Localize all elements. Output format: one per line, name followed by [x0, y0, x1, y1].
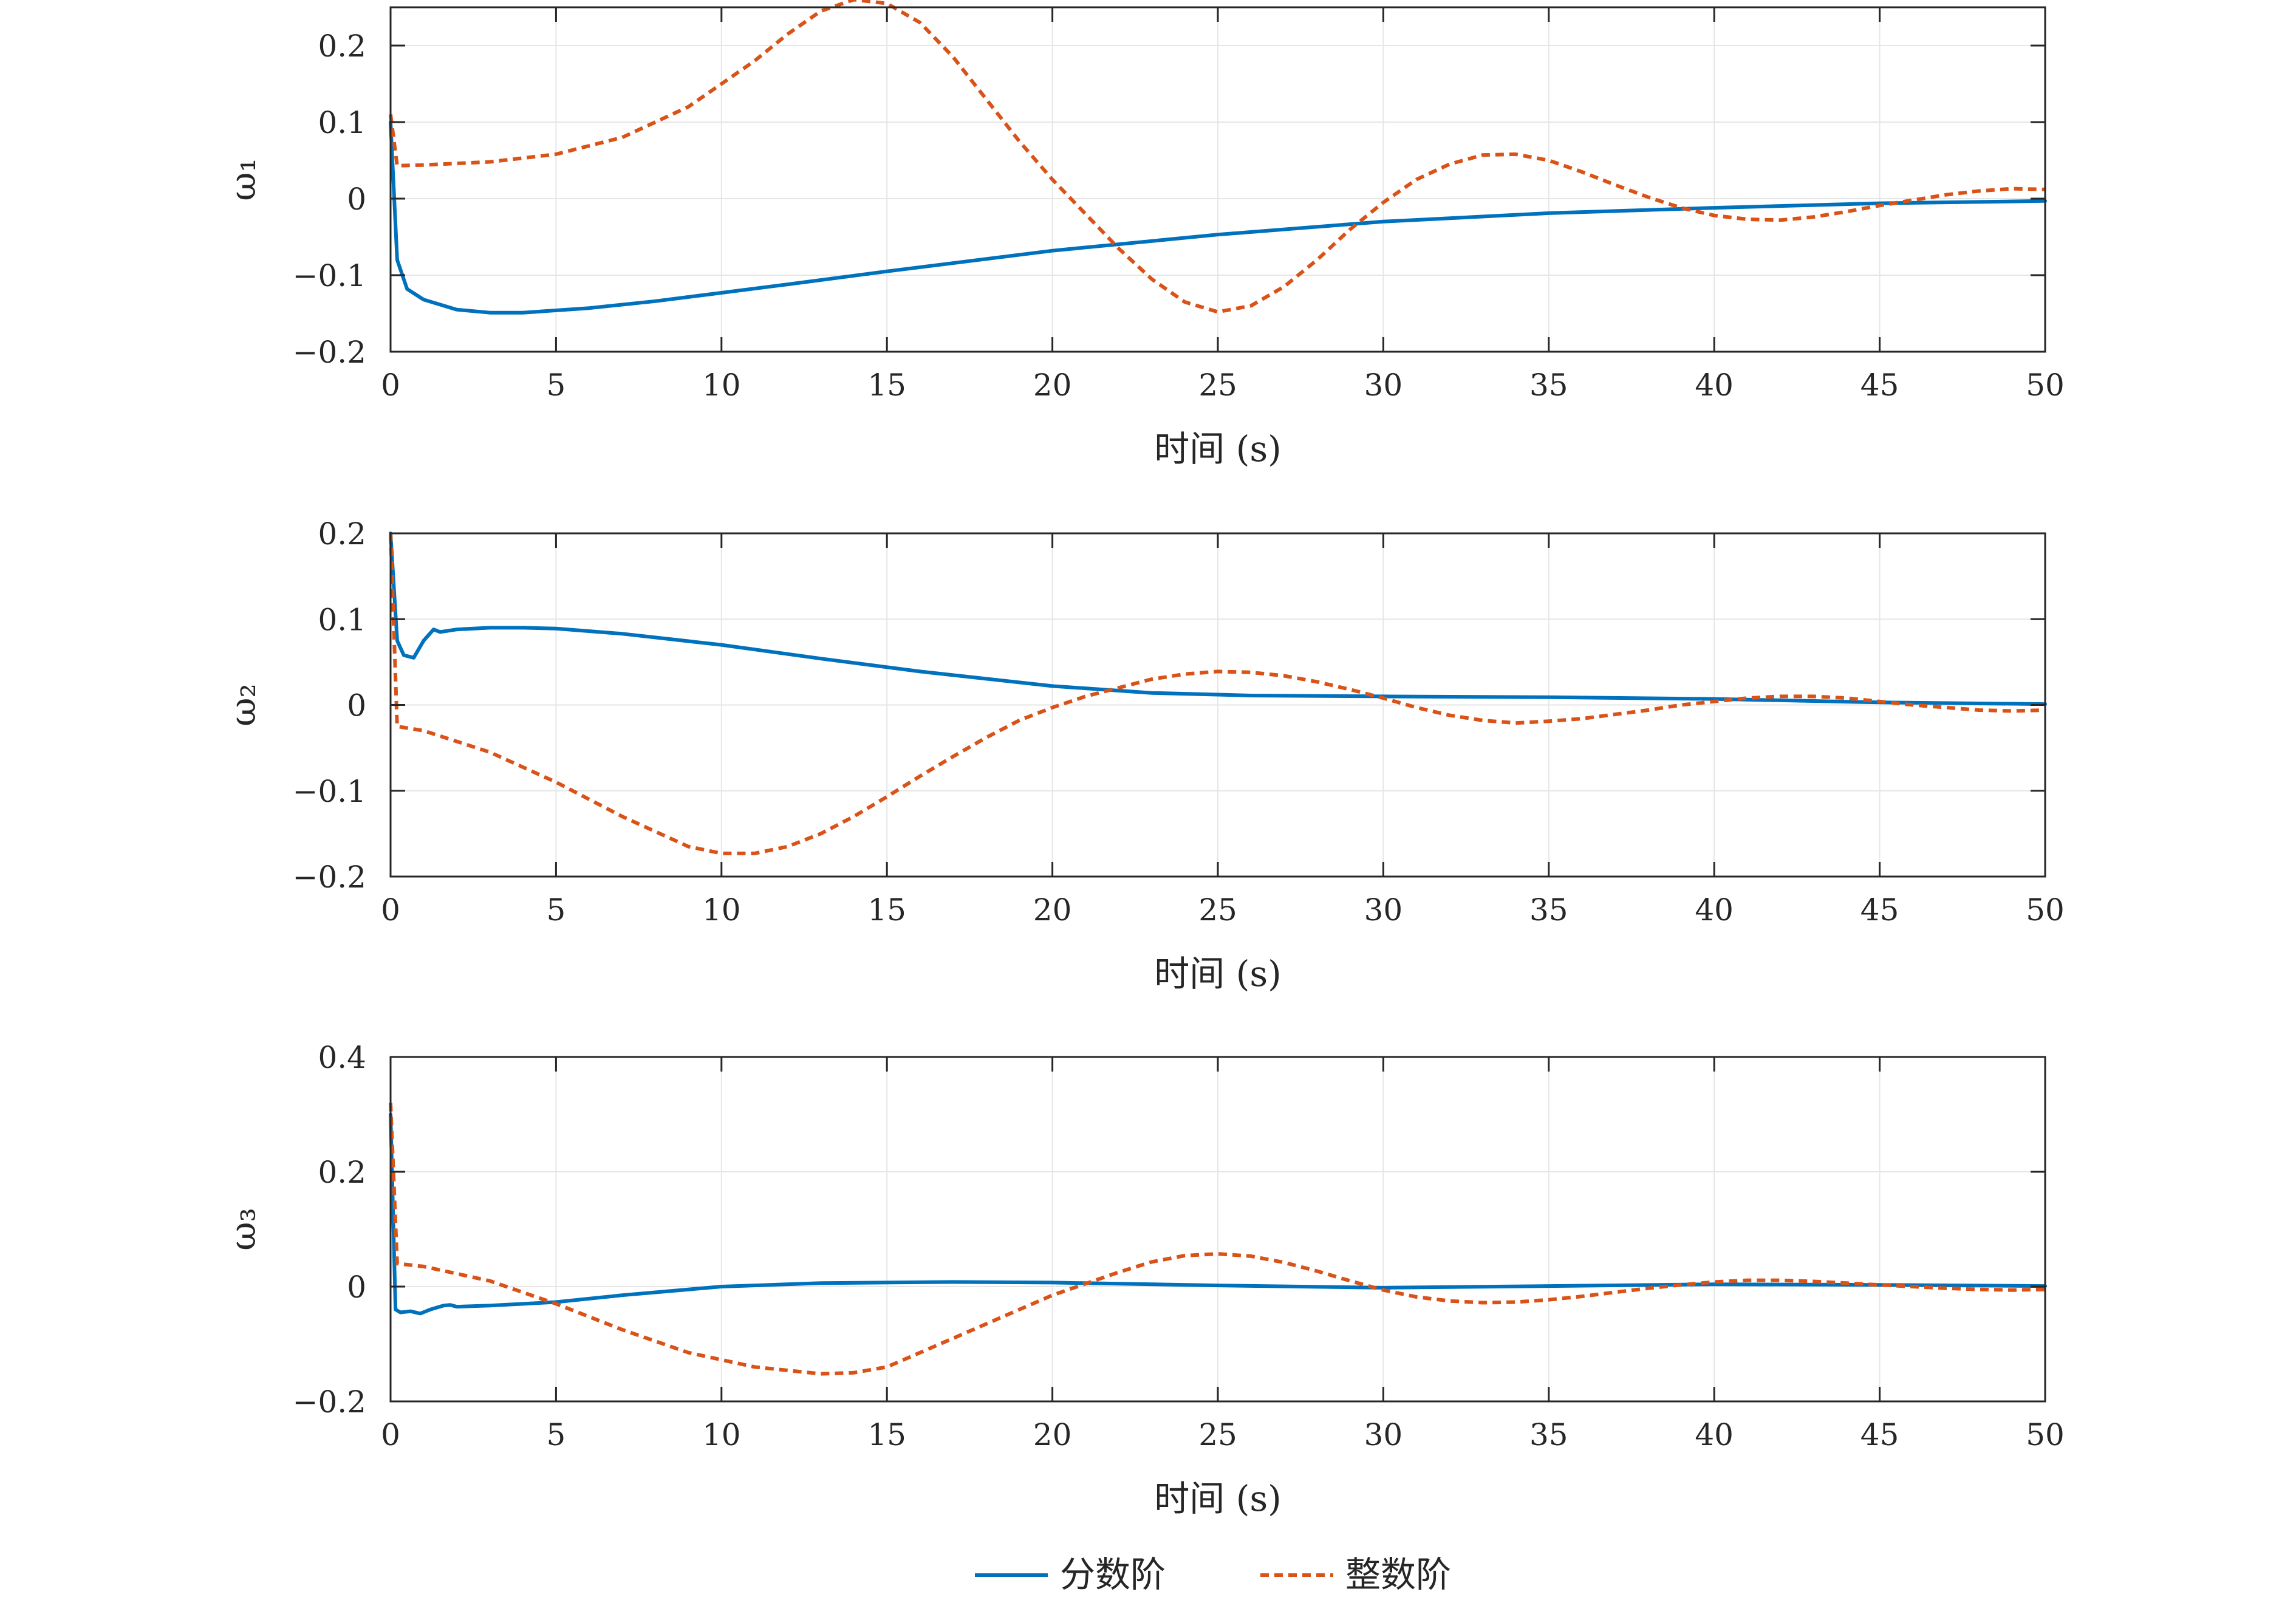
legend-label-integer: 整数阶 [1345, 1554, 1451, 1595]
x-tick-label: 25 [1198, 368, 1237, 403]
x-tick-label: 50 [2026, 368, 2065, 403]
x-tick-label: 5 [546, 1417, 565, 1452]
x-tick-label: 10 [702, 892, 741, 928]
x-tick-label: 25 [1198, 892, 1237, 928]
legend: 分数阶 整数阶 [975, 1554, 1451, 1595]
series-line-integer [389, 1103, 2046, 1376]
y-tick-label: −0.2 [293, 1384, 366, 1420]
x-tick-label: 35 [1529, 892, 1568, 928]
y-tick-label: 0 [347, 182, 366, 217]
y-tick-label: 0.2 [318, 29, 366, 64]
x-tick-label: 45 [1860, 892, 1899, 928]
x-tick-label: 15 [867, 892, 906, 928]
x-tick-label: 20 [1033, 892, 1072, 928]
y-axis-title: ω₂ [222, 683, 264, 727]
x-tick-label: 0 [381, 368, 400, 403]
series-line-fractional [389, 1112, 2047, 1316]
x-axis-title: 时间 (s) [1154, 953, 1281, 994]
x-tick-label: 40 [1695, 1417, 1734, 1452]
x-tick-label: 15 [867, 368, 906, 403]
x-axis-title: 时间 (s) [1154, 1478, 1281, 1519]
x-tick-label: 50 [2026, 1417, 2065, 1452]
x-tick-label: 0 [381, 892, 400, 928]
y-tick-label: 0.2 [318, 516, 366, 552]
x-tick-label: 0 [381, 1417, 400, 1452]
y-tick-label: 0 [347, 688, 366, 723]
x-tick-label: 50 [2026, 892, 2065, 928]
y-tick-label: −0.2 [293, 860, 366, 895]
y-tick-label: −0.2 [293, 335, 366, 370]
x-tick-label: 30 [1364, 892, 1403, 928]
x-tick-label: 45 [1860, 368, 1899, 403]
x-tick-label: 40 [1695, 892, 1734, 928]
x-tick-label: 20 [1033, 368, 1072, 403]
x-tick-label: 45 [1860, 1417, 1899, 1452]
y-tick-label: −0.1 [293, 258, 366, 293]
x-tick-label: 35 [1529, 1417, 1568, 1452]
x-tick-label: 5 [546, 368, 565, 403]
subplot-3: 0 5 10 15 20 25 30 35 40 45 50 −0.2 0 0.2 0.4 时间 (s) ω₃ [222, 1040, 2065, 1519]
subplot-2: 0 5 10 15 20 25 30 35 40 45 50 −0.2 −0.1 0 0.1 0.2 时间 (s… [222, 516, 2065, 994]
y-tick-label: 0.2 [318, 1155, 366, 1190]
x-tick-label: 25 [1198, 1417, 1237, 1452]
x-axis-title: 时间 (s) [1154, 428, 1281, 470]
x-tick-label: 15 [867, 1417, 906, 1452]
x-tick-label: 35 [1529, 368, 1568, 403]
series-line-integer [389, 0, 2046, 314]
y-tick-label: 0.4 [318, 1040, 366, 1075]
x-tick-label: 5 [546, 892, 565, 928]
x-tick-label: 30 [1364, 368, 1403, 403]
y-axis-title: ω₁ [222, 158, 264, 201]
y-tick-label: 0 [347, 1270, 366, 1305]
x-tick-label: 40 [1695, 368, 1734, 403]
series-line-fractional [389, 532, 2047, 706]
series-line-integer [389, 533, 2046, 855]
y-tick-label: 0.1 [318, 105, 366, 140]
subplot-1: 0 5 10 15 20 25 30 35 40 45 50 −0.2 −0.1 0 0.1 0.2 时间 (s… [222, 0, 2065, 470]
x-tick-label: 20 [1033, 1417, 1072, 1452]
x-tick-label: 30 [1364, 1417, 1403, 1452]
series-line-fractional [389, 120, 2047, 315]
y-tick-label: 0.1 [318, 602, 366, 637]
x-tick-label: 10 [702, 1417, 741, 1452]
plots-container: 0 5 10 15 20 25 30 35 40 45 50−0.2−0.100.10.2时间 (s… [222, 0, 2065, 1519]
y-axis-title: ω₃ [222, 1208, 264, 1251]
legend-label-fractional: 分数阶 [1060, 1554, 1166, 1595]
y-tick-label: −0.1 [293, 774, 366, 809]
x-tick-label: 10 [702, 368, 741, 403]
